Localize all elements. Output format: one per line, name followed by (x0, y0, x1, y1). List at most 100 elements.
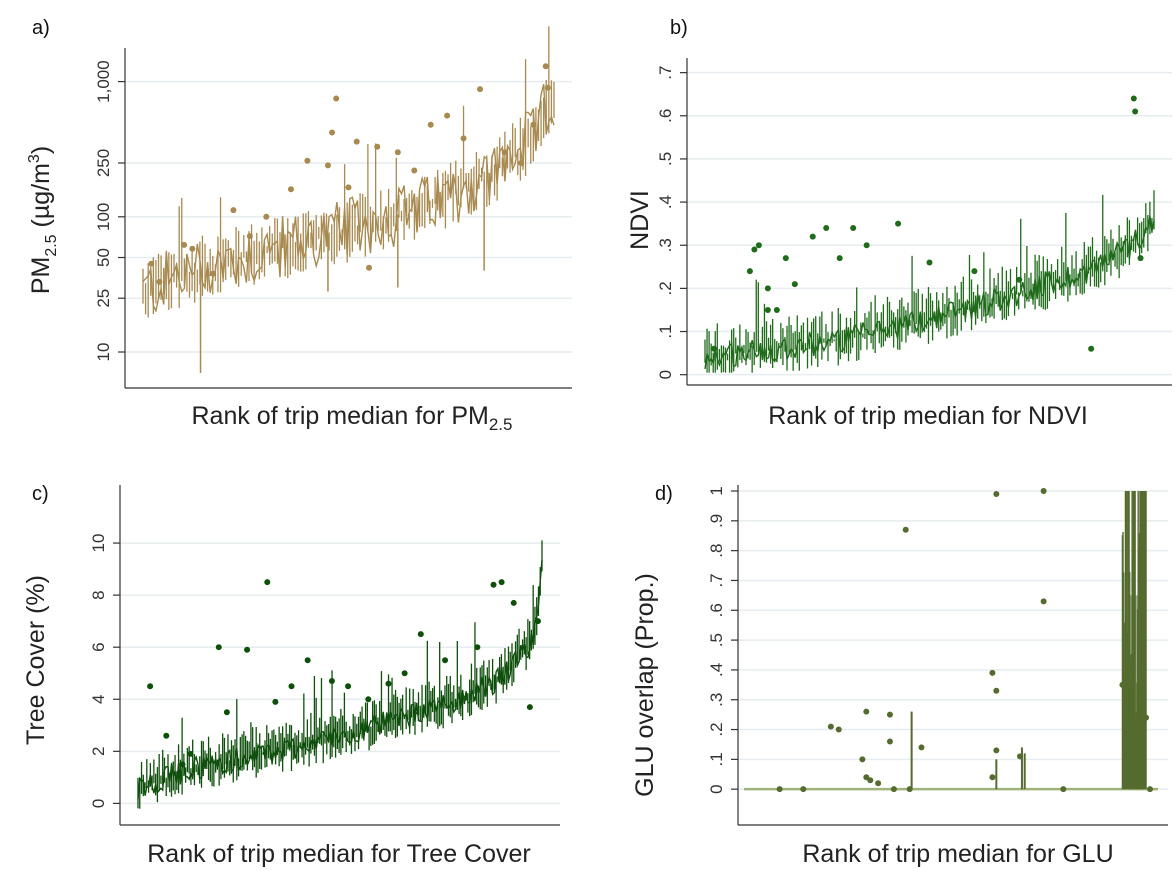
data-point (886, 711, 893, 718)
outlier-point (324, 162, 331, 169)
outlier-point (411, 167, 418, 174)
outlier-point (189, 245, 196, 252)
panel-d-x-axis-title: Rank of trip median for GLU (802, 840, 1113, 868)
outlier-point (427, 121, 434, 128)
data-point (993, 747, 1000, 754)
outlier-point (264, 579, 271, 586)
data-point (886, 738, 893, 745)
outlier-point (755, 242, 762, 249)
data-point (1060, 786, 1067, 793)
outlier-point (1132, 108, 1139, 115)
outlier-point (209, 270, 216, 277)
data-point (875, 780, 882, 787)
outlier-point (751, 246, 758, 253)
outlier-point (809, 233, 816, 240)
data-point (863, 708, 870, 715)
outlier-point (534, 618, 541, 625)
outlier-point (163, 732, 170, 739)
outlier-point (490, 581, 497, 588)
outlier-point (329, 129, 336, 136)
outlier-point (179, 761, 186, 768)
panel-c-letter: c) (32, 483, 49, 505)
outlier-point (530, 121, 537, 128)
outlier-point (791, 281, 798, 288)
panel-b-y-axis-title: NDVI (626, 190, 654, 250)
outlier-point (156, 278, 163, 285)
outlier-point (510, 599, 517, 606)
panel-d-glu-chart: 0 .1 .2 .3 .4 .5 .6 .7 .8 .9 1 (707, 485, 1168, 826)
outlier-point (181, 241, 188, 248)
outlier-point (328, 678, 335, 685)
data-point (918, 744, 925, 751)
y-tick-label: .4 (656, 195, 675, 209)
data-point (1143, 714, 1150, 721)
outlier-point (148, 260, 155, 267)
outlier-point (836, 255, 843, 262)
data-point (1123, 705, 1130, 712)
outlier-point (1088, 345, 1095, 352)
data-point (835, 726, 842, 733)
y-tick-label: 1 (707, 486, 726, 495)
outlier-point (764, 306, 771, 313)
y-tick-label: .1 (656, 324, 675, 338)
y-tick-label: 10 (89, 534, 108, 553)
y-tick-label: .6 (707, 603, 726, 617)
outlier-point (287, 186, 294, 193)
panel-d-y-axis-title: GLU overlap (Prop.) (631, 573, 659, 797)
outlier-point (895, 220, 902, 227)
outlier-point (353, 138, 360, 145)
outlier-point (863, 242, 870, 249)
y-tick-label: 2 (89, 747, 108, 756)
panel-b-x-axis-title: Rank of trip median for NDVI (768, 402, 1088, 430)
outlier-point (345, 683, 352, 690)
outlier-point (394, 149, 401, 156)
outlier-point (526, 704, 533, 711)
outlier-point (246, 233, 253, 240)
panel-d-letter: d) (655, 483, 673, 505)
outlier-point (288, 683, 295, 690)
outlier-point (926, 259, 933, 266)
outlier-point (1130, 95, 1137, 102)
data-point (1119, 681, 1126, 688)
outlier-point (215, 644, 222, 651)
median-series-line (704, 215, 1155, 370)
y-tick-label: .9 (707, 514, 726, 528)
y-tick-label: 100 (94, 203, 113, 231)
y-tick-label: .3 (707, 693, 726, 707)
panel-c-tree-cover-chart: 0 2 4 6 8 10 (89, 485, 560, 826)
y-tick-label: .2 (656, 281, 675, 295)
y-tick-label: 6 (89, 642, 108, 651)
data-point (993, 687, 1000, 694)
data-point (776, 786, 783, 793)
data-point (993, 490, 1000, 497)
median-series-line (137, 559, 543, 800)
outlier-point (230, 207, 237, 214)
panel-a-x-axis-title: Rank of trip median for PM2.5 (192, 402, 513, 434)
data-point (890, 786, 897, 793)
outlier-point (345, 184, 352, 191)
y-tick-label: .5 (656, 152, 675, 166)
data-point (902, 526, 909, 533)
panel-b-letter: b) (670, 17, 688, 39)
outlier-point (850, 224, 857, 231)
outlier-point (272, 698, 279, 705)
panel-c-y-axis-title: Tree Cover (%) (22, 575, 50, 745)
panel-b-ndvi-chart: 0 .1 .2 .3 .4 .5 .6 .7 (656, 58, 1172, 386)
outlier-point (417, 631, 424, 638)
y-tick-label: .1 (707, 752, 726, 766)
y-tick-label: .7 (656, 66, 675, 80)
outlier-point (374, 143, 381, 150)
outlier-point (366, 264, 373, 271)
outlier-point (304, 157, 311, 164)
outlier-point (498, 579, 505, 586)
outlier-point (385, 680, 392, 687)
panel-c-x-axis-title: Rank of trip median for Tree Cover (147, 840, 531, 868)
outlier-point (460, 135, 467, 142)
data-point (989, 774, 996, 781)
y-tick-label: .6 (656, 109, 675, 123)
data-point (1040, 598, 1047, 605)
outlier-point (971, 268, 978, 275)
data-point (1040, 488, 1047, 494)
outlier-point (773, 306, 780, 313)
